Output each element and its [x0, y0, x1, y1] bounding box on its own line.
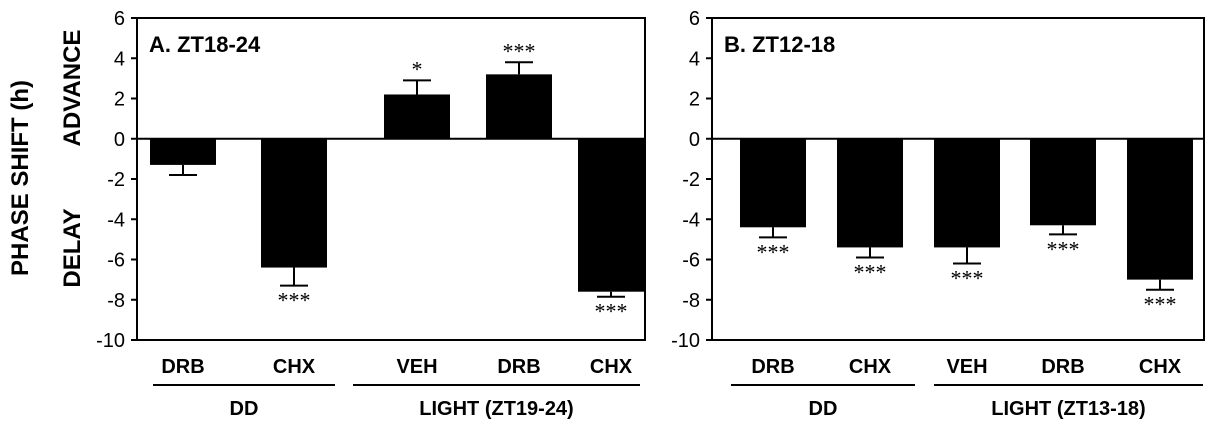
y-axis-label: PHASE SHIFT (h) [7, 80, 34, 276]
y-tick-label: -2 [682, 169, 700, 191]
advance-label: ADVANCE [59, 30, 86, 147]
bar [384, 94, 450, 139]
category-label: CHX [590, 356, 633, 378]
significance-label: *** [503, 38, 536, 63]
category-label: CHX [849, 356, 892, 378]
y-tick-label: -10 [671, 330, 700, 352]
group-label: LIGHT (ZT13-18) [991, 398, 1145, 420]
delay-label: DELAY [59, 208, 86, 287]
y-tick-label: 6 [689, 8, 700, 30]
y-tick-label: -10 [96, 330, 125, 352]
chart-title: A. ZT18-24 [149, 32, 261, 57]
y-tick-label: -6 [107, 250, 125, 272]
significance-label: *** [278, 288, 311, 313]
category-label: DRB [161, 356, 204, 378]
bar [740, 138, 806, 228]
category-label: CHX [273, 356, 316, 378]
significance-label: * [412, 56, 423, 81]
y-tick-label: 2 [114, 89, 125, 111]
y-tick-label: 4 [689, 48, 700, 70]
y-tick-label: 6 [114, 8, 125, 30]
category-label: VEH [946, 356, 987, 378]
chart-title: B. ZT12-18 [724, 32, 835, 57]
group-label: DD [809, 398, 838, 420]
category-label: VEH [396, 356, 437, 378]
category-label: CHX [1139, 356, 1182, 378]
y-tick-label: -4 [682, 209, 700, 231]
y-tick-label: 0 [689, 129, 700, 151]
y-tick-label: -4 [107, 209, 125, 231]
panel-a: 6 4 2 0 -2 -4 -6 -8 -10 A. ZT18-24 DRB *** CHX * VEH **… [96, 8, 646, 420]
bar [1030, 138, 1096, 226]
y-tick-label: 4 [114, 48, 125, 70]
bar [837, 138, 903, 248]
bar [486, 74, 552, 139]
y-tick-label: -2 [107, 169, 125, 191]
significance-label: *** [951, 266, 984, 291]
significance-label: *** [757, 239, 790, 264]
plot-frame [136, 17, 646, 341]
bar [934, 138, 1000, 248]
y-tick-label: 0 [114, 129, 125, 151]
y-tick-label: -8 [107, 290, 125, 312]
category-label: DRB [497, 356, 540, 378]
bar [578, 138, 644, 292]
significance-label: *** [1144, 292, 1177, 317]
significance-label: *** [1047, 236, 1080, 261]
panel-b: 6 4 2 0 -2 -4 -6 -8 -10 B. ZT12-18 *** DRB *** CHX ***… [671, 8, 1205, 420]
category-label: DRB [1041, 356, 1084, 378]
significance-label: *** [595, 299, 628, 324]
bar [261, 138, 327, 268]
group-label: DD [230, 398, 259, 420]
category-label: DRB [751, 356, 794, 378]
y-tick-label: -8 [682, 290, 700, 312]
significance-label: *** [854, 259, 887, 284]
group-label: LIGHT (ZT19-24) [419, 398, 573, 420]
bar [150, 138, 216, 165]
y-tick-label: -6 [682, 250, 700, 272]
y-tick-label: 2 [689, 89, 700, 111]
bar [1127, 138, 1193, 280]
